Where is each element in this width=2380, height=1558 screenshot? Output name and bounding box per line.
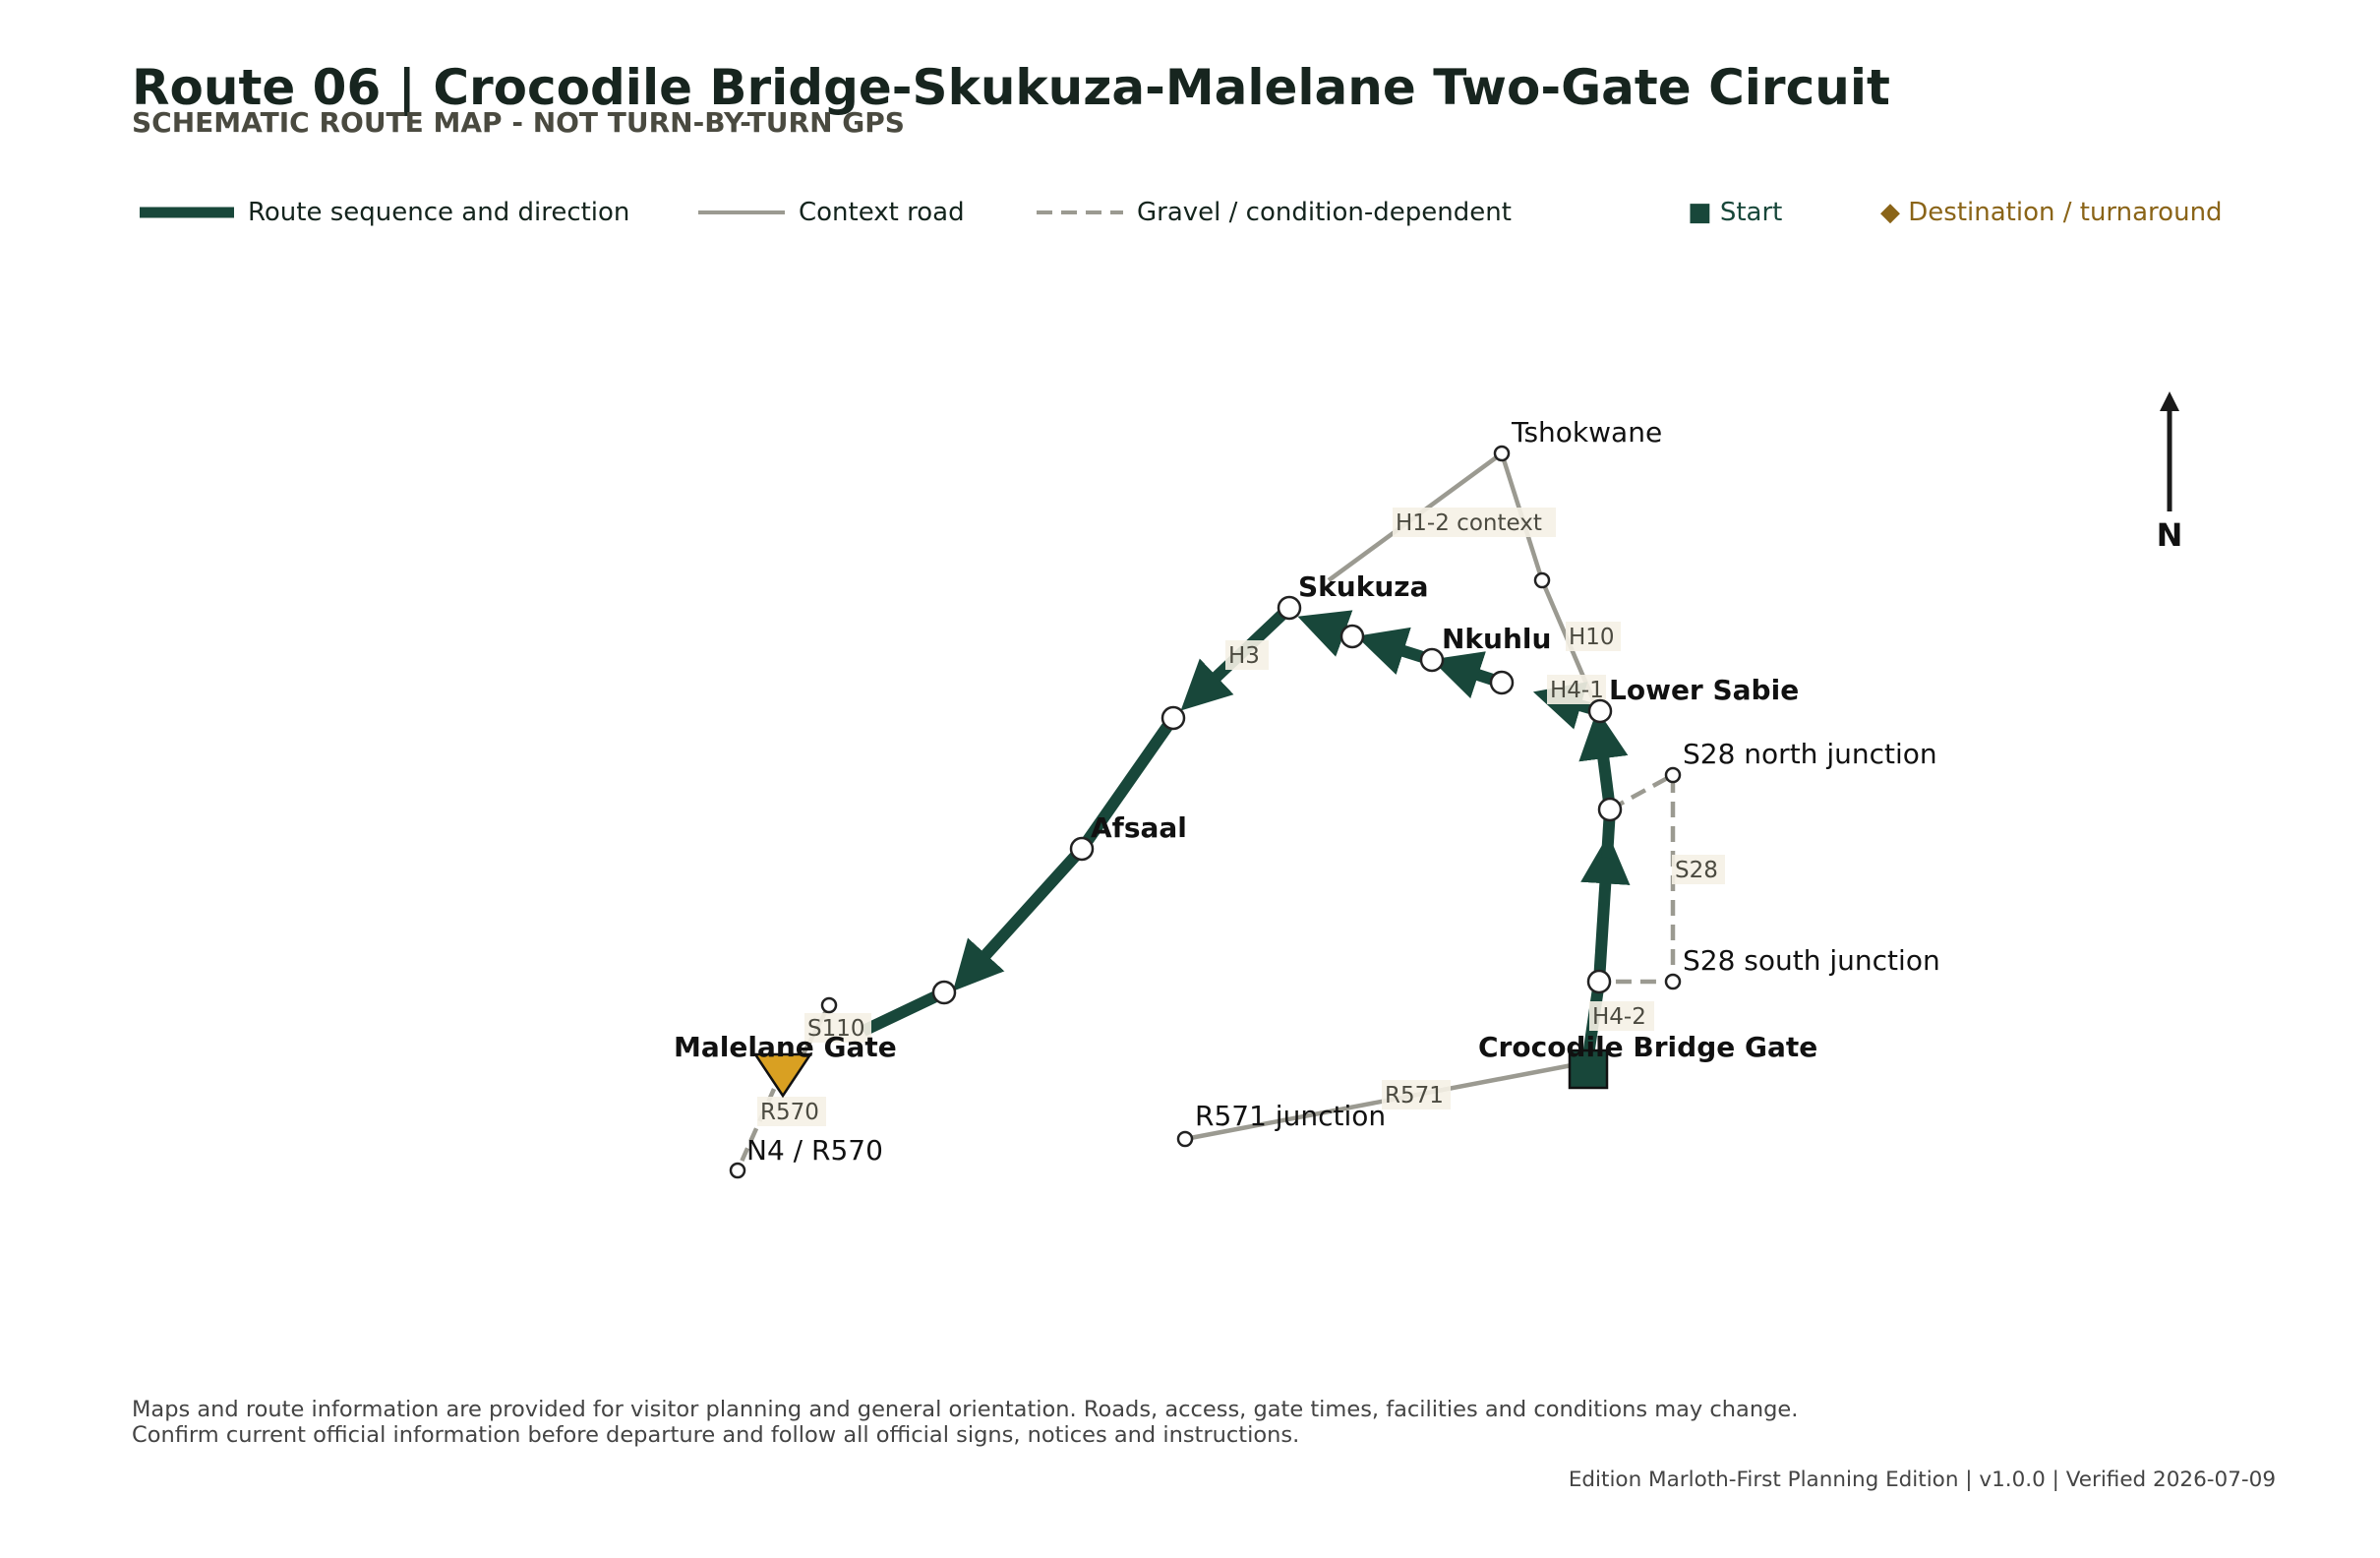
- disclaimer: Maps and route information are provided …: [132, 1397, 1798, 1448]
- legend-item-start: ■ Start: [1688, 198, 1783, 227]
- node-afsaal: [1069, 836, 1095, 862]
- map-title: Route 06 | Crocodile Bridge-Skukuza-Male…: [132, 59, 1890, 116]
- place-label-s28-south: S28 south junction: [1683, 944, 1940, 977]
- node-skukuza: [1277, 595, 1302, 621]
- place-label-tshokwane: Tshokwane: [1511, 416, 1662, 449]
- route-nodes: [931, 595, 1623, 1005]
- start-marker: [1568, 1049, 1609, 1090]
- route-segment: [952, 844, 1087, 991]
- disclaimer-line-2: Confirm current official information bef…: [132, 1422, 1300, 1448]
- road-label-h4-1: H4-1: [1550, 678, 1604, 703]
- road-label-h1-2: H1-2 context: [1396, 510, 1542, 536]
- legend-item-destination: ◆ Destination / turnaround: [1880, 198, 2223, 227]
- node-s110: [820, 996, 838, 1014]
- context-nodes: [729, 445, 1682, 1179]
- node-h4-2-s28: [1586, 969, 1612, 994]
- legend-context-label: Context road: [799, 198, 965, 227]
- legend-route-label: Route sequence and direction: [248, 198, 630, 227]
- route-line-swatch: [140, 207, 234, 218]
- road-label-h3: H3: [1228, 643, 1260, 669]
- place-label-crocodile-bridge-gate: Crocodile Bridge Gate: [1478, 1031, 1817, 1063]
- road-labels: H1-2 context H10 H3 H4-1 S28 H4-2 R571 S…: [757, 508, 1725, 1126]
- road-label-r570: R570: [760, 1100, 819, 1125]
- legend: Route sequence and direction Context roa…: [132, 193, 2295, 232]
- road-label-r571: R571: [1385, 1083, 1444, 1109]
- place-label-afsaal: Afsaal: [1091, 811, 1187, 844]
- node-lower-sabie: [1587, 698, 1613, 724]
- edition-info: Edition Marloth-First Planning Edition |…: [1568, 1468, 2276, 1492]
- node-h10-mid: [1533, 571, 1551, 589]
- route-segment: [1580, 834, 1631, 983]
- node-h4-2-s28-north: [1597, 797, 1623, 822]
- north-label: N: [2157, 516, 2183, 554]
- destination-marker: [752, 1052, 813, 1099]
- road-label-h10: H10: [1569, 625, 1615, 650]
- node-n4-r570: [729, 1162, 746, 1179]
- node-h4-1-a: [1489, 670, 1515, 695]
- node-h3-a: [1160, 705, 1186, 731]
- legend-gravel-label: Gravel / condition-dependent: [1137, 198, 1512, 227]
- road-label-s110: S110: [807, 1016, 865, 1042]
- node-r571-junction: [1176, 1130, 1194, 1148]
- place-label-r571-junction: R571 junction: [1195, 1100, 1386, 1132]
- disclaimer-line-1: Maps and route information are provided …: [132, 1397, 1799, 1422]
- legend-item-route: Route sequence and direction: [138, 193, 629, 232]
- node-h4-1-b: [1339, 624, 1365, 649]
- context-line-swatch: [698, 210, 785, 214]
- route-segment: [1578, 709, 1629, 810]
- road-label-s28: S28: [1675, 858, 1718, 883]
- place-label-skukuza: Skukuza: [1298, 570, 1428, 603]
- node-tshokwane: [1493, 445, 1511, 462]
- route-map: H1-2 context H10 H3 H4-1 S28 H4-2 R571 S…: [674, 391, 2183, 1179]
- place-label-malelane-gate: Malelane Gate: [674, 1031, 897, 1063]
- place-label-nkuhlu: Nkuhlu: [1442, 623, 1551, 655]
- gravel-line-swatch: [1037, 210, 1123, 214]
- place-label-s28-north: S28 north junction: [1683, 738, 1937, 770]
- node-s28-north: [1664, 766, 1682, 784]
- node-nkuhlu: [1419, 647, 1445, 673]
- place-label-lower-sabie: Lower Sabie: [1609, 674, 1799, 706]
- node-h3-b: [931, 980, 957, 1005]
- legend-item-context: Context road: [696, 193, 965, 232]
- node-s28-south: [1664, 973, 1682, 990]
- route-segment: [861, 987, 947, 1037]
- legend-item-gravel: Gravel / condition-dependent: [1035, 193, 1512, 232]
- road-label-h4-2: H4-2: [1592, 1004, 1646, 1030]
- place-label-n4-r570: N4 / R570: [746, 1134, 883, 1167]
- north-arrow: N: [2157, 391, 2183, 554]
- route-segment: [1077, 714, 1178, 853]
- map-subtitle: SCHEMATIC ROUTE MAP - NOT TURN-BY-TURN G…: [132, 106, 905, 139]
